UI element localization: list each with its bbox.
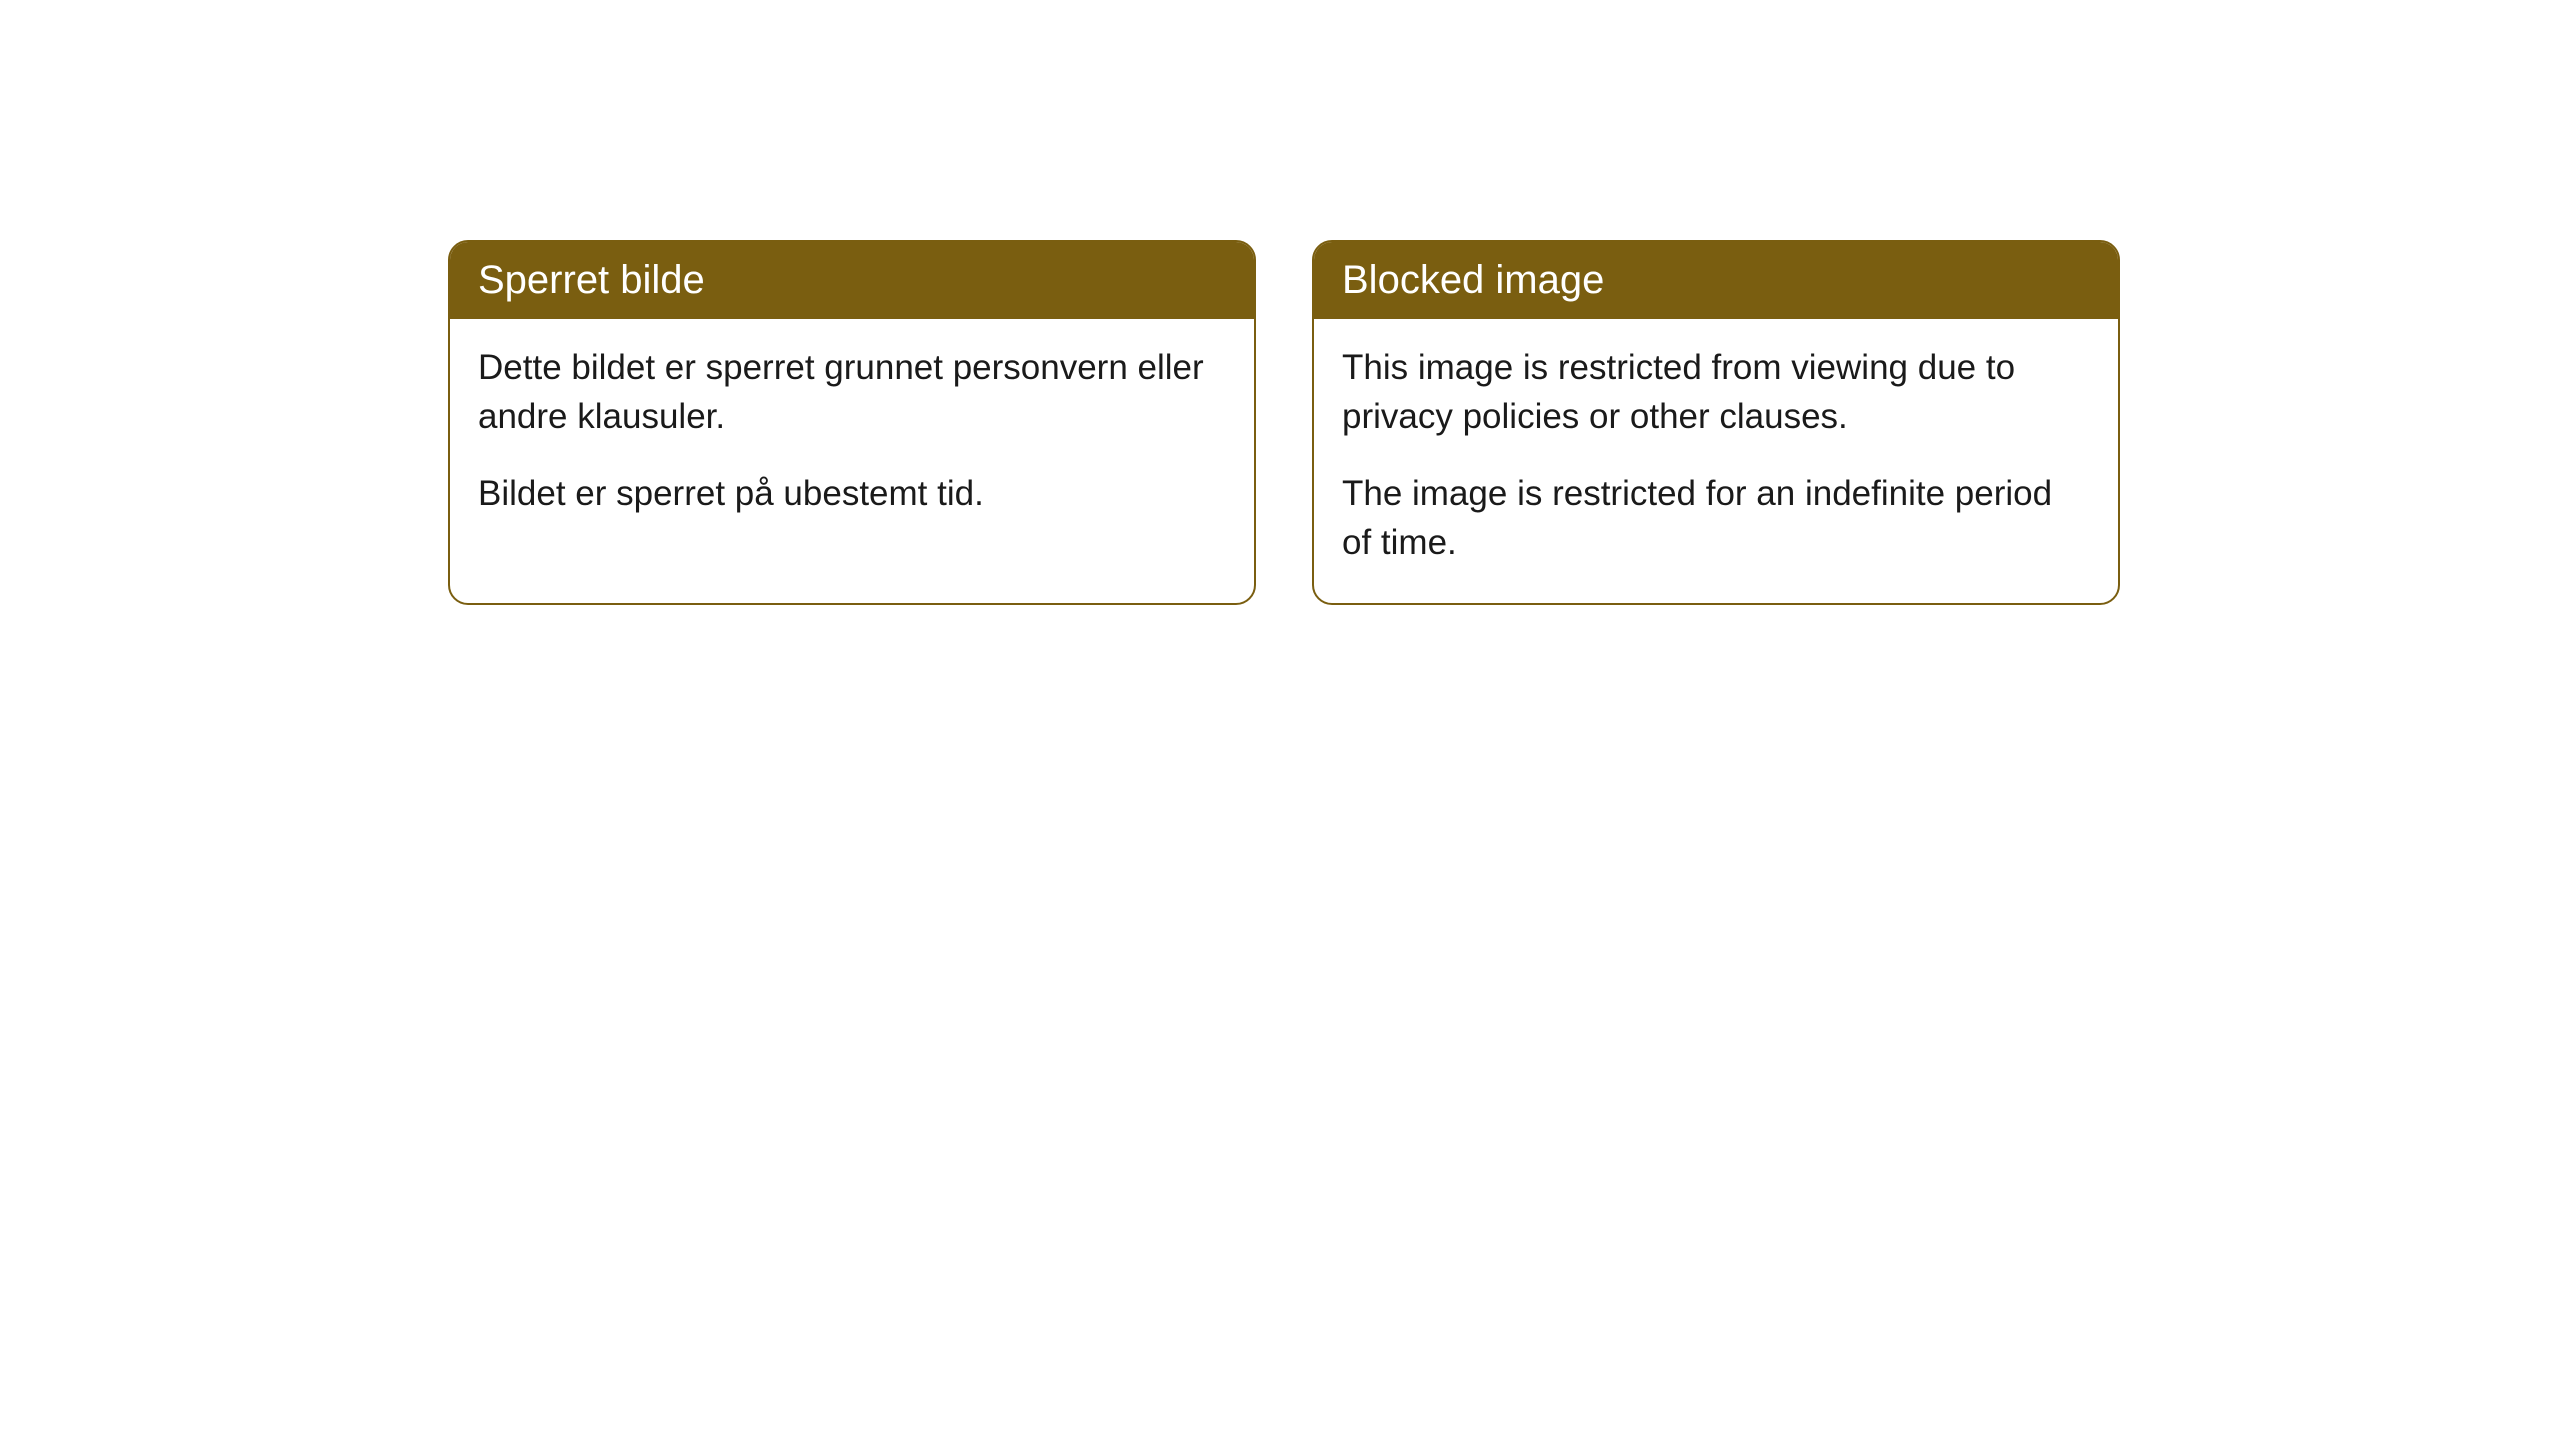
cards-container: Sperret bilde Dette bildet er sperret gr… [0,0,2560,605]
card-header: Blocked image [1314,242,2118,319]
blocked-image-card-english: Blocked image This image is restricted f… [1312,240,2120,605]
card-paragraph-2: The image is restricted for an indefinit… [1342,469,2090,567]
card-header: Sperret bilde [450,242,1254,319]
blocked-image-card-norwegian: Sperret bilde Dette bildet er sperret gr… [448,240,1256,605]
card-body: Dette bildet er sperret grunnet personve… [450,319,1254,554]
card-paragraph-1: Dette bildet er sperret grunnet personve… [478,343,1226,441]
card-title: Sperret bilde [478,258,705,302]
card-title: Blocked image [1342,258,1604,302]
card-body: This image is restricted from viewing du… [1314,319,2118,603]
card-paragraph-1: This image is restricted from viewing du… [1342,343,2090,441]
card-paragraph-2: Bildet er sperret på ubestemt tid. [478,469,1226,518]
